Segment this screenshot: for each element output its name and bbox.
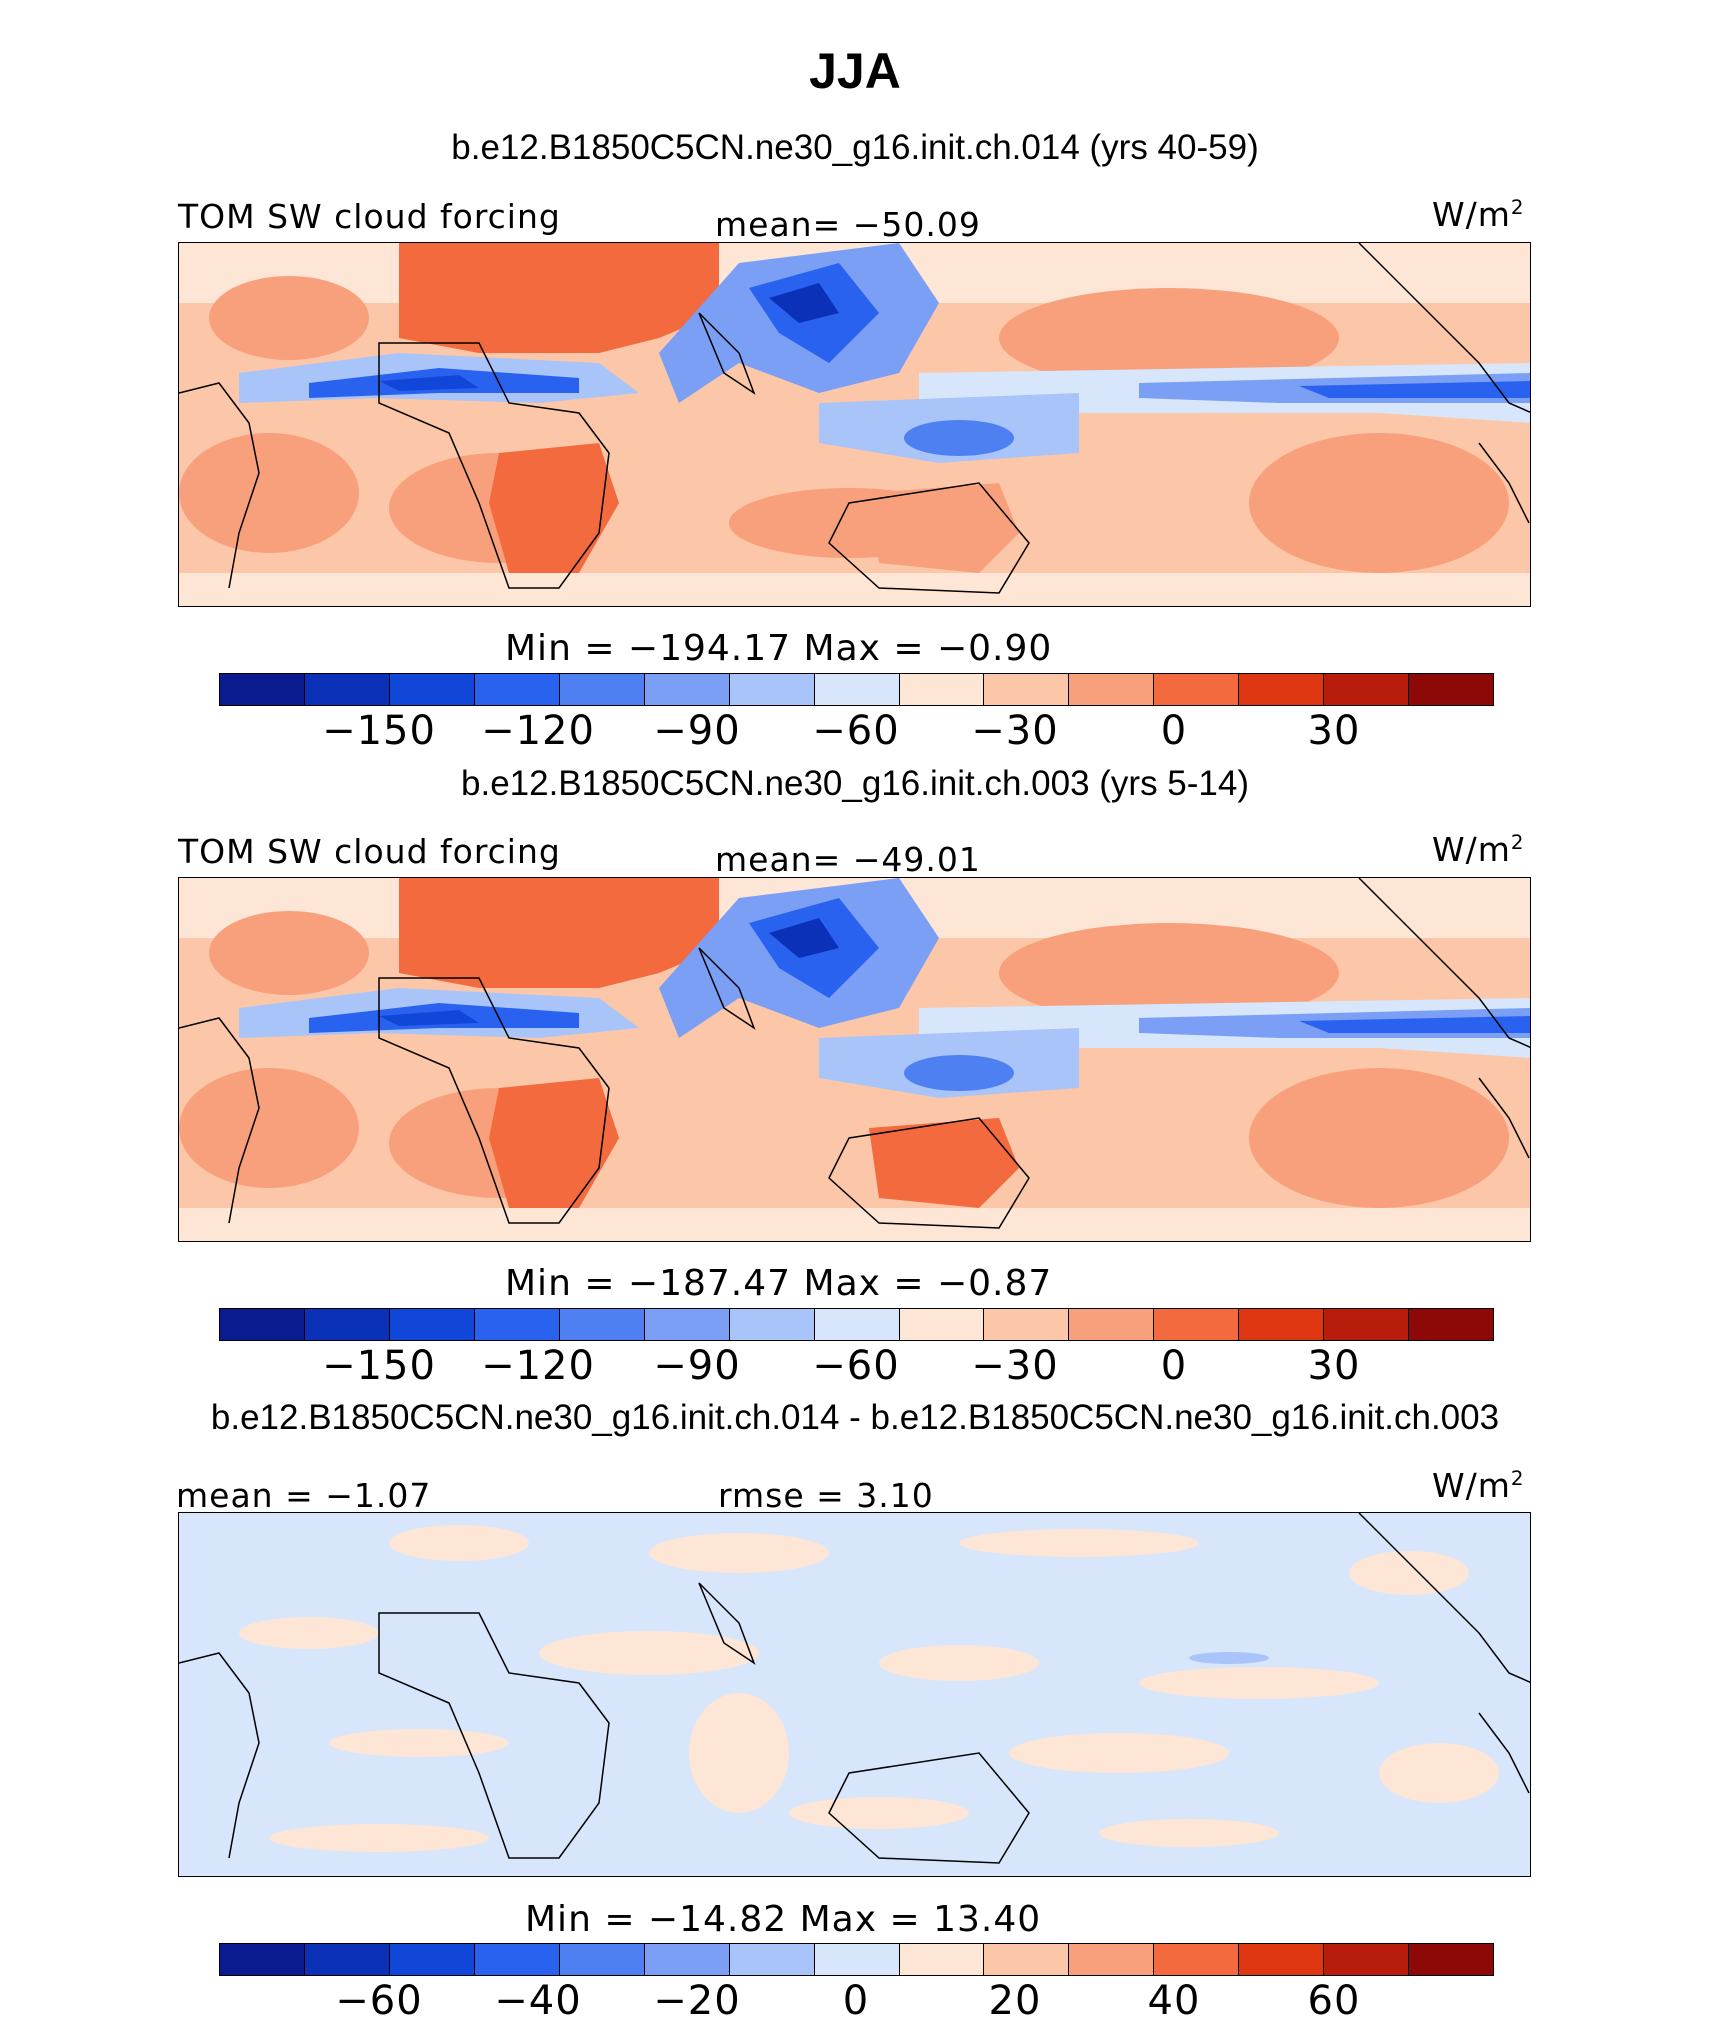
panel-3-minmax: Min = −14.82 Max = 13.40: [525, 1899, 1042, 1940]
colorbar-box: [984, 1944, 1070, 1975]
panel-1-title: b.e12.B1850C5CN.ne30_g16.init.ch.014 (yr…: [451, 128, 1259, 167]
colorbar-box: [304, 1944, 390, 1975]
colorbar-box: [729, 674, 815, 705]
colorbar-box: [984, 674, 1070, 705]
colorbar-box: [1324, 674, 1410, 705]
colorbar-tick-label: −90: [653, 708, 741, 754]
colorbar-box: [1154, 674, 1240, 705]
colorbar-tick-label: −150: [322, 708, 436, 754]
panel-3-rmse-label: rmse = 3.10: [718, 1476, 934, 1515]
colorbar-box: [1409, 674, 1494, 705]
panel-3-mean-label: mean = −1.07: [176, 1476, 432, 1515]
colorbar-box: [644, 1309, 730, 1340]
colorbar-box: [389, 1944, 475, 1975]
colorbar-tick-label: 30: [1307, 708, 1361, 754]
colorbar-tick-label: 0: [842, 1978, 870, 2024]
colorbar-box: [984, 1309, 1070, 1340]
colorbar-box: [899, 1944, 985, 1975]
colorbar-tick-label: −30: [971, 1343, 1059, 1389]
panel-1-map: [178, 242, 1531, 607]
panel-1-variable-label: TOM SW cloud forcing: [178, 197, 561, 236]
colorbar-box: [1324, 1309, 1410, 1340]
colorbar-tick-label: −120: [481, 1343, 595, 1389]
panel-1-colorbar: [219, 673, 1494, 706]
colorbar-box: [1154, 1944, 1240, 1975]
colorbar-tick-label: −60: [812, 708, 900, 754]
colorbar-box: [304, 1309, 390, 1340]
colorbar-tick-label: −150: [322, 1343, 436, 1389]
colorbar-tick-label: 20: [988, 1978, 1042, 2024]
colorbar-tick-label: 0: [1160, 708, 1188, 754]
colorbar-box: [1324, 1944, 1410, 1975]
colorbar-tick-label: −90: [653, 1343, 741, 1389]
panel-1-minmax: Min = −194.17 Max = −0.90: [505, 628, 1053, 669]
colorbar-box: [1239, 674, 1325, 705]
colorbar-box: [559, 1309, 645, 1340]
colorbar-tick-label: −20: [653, 1978, 741, 2024]
colorbar-box: [1069, 1309, 1155, 1340]
colorbar-box: [389, 674, 475, 705]
panel-2-units: W/m2: [1432, 830, 1525, 869]
colorbar-box: [814, 1309, 900, 1340]
colorbar-box: [1409, 1944, 1494, 1975]
figure-title: JJA: [809, 43, 901, 99]
panel-3-title: b.e12.B1850C5CN.ne30_g16.init.ch.014 - b…: [210, 1398, 1500, 1437]
colorbar-box: [474, 674, 560, 705]
colorbar-box: [899, 1309, 985, 1340]
colorbar-tick-label: 0: [1160, 1343, 1188, 1389]
colorbar-box: [559, 1944, 645, 1975]
colorbar-box: [559, 674, 645, 705]
panel-2-map: [178, 877, 1531, 1242]
panel-2-variable-label: TOM SW cloud forcing: [178, 832, 561, 871]
colorbar-box: [220, 1944, 305, 1975]
colorbar-box: [729, 1309, 815, 1340]
colorbar-box: [899, 674, 985, 705]
colorbar-box: [474, 1944, 560, 1975]
panel-3-colorbar: [219, 1943, 1494, 1976]
panel-3-units: W/m2: [1432, 1466, 1525, 1505]
colorbar-box: [644, 1944, 730, 1975]
colorbar-box: [1239, 1309, 1325, 1340]
colorbar-box: [220, 674, 305, 705]
colorbar-tick-label: −30: [971, 708, 1059, 754]
colorbar-tick-label: 30: [1307, 1343, 1361, 1389]
panel-1-mean-label: mean= −50.09: [715, 205, 981, 244]
colorbar-tick-label: −120: [481, 708, 595, 754]
colorbar-box: [814, 1944, 900, 1975]
colorbar-tick-label: −60: [812, 1343, 900, 1389]
colorbar-box: [474, 1309, 560, 1340]
panel-2-mean-label: mean= −49.01: [715, 840, 981, 879]
colorbar-box: [729, 1944, 815, 1975]
panel-2-colorbar: [219, 1308, 1494, 1341]
colorbar-box: [1239, 1944, 1325, 1975]
colorbar-tick-label: 60: [1307, 1978, 1361, 2024]
panel-2-title: b.e12.B1850C5CN.ne30_g16.init.ch.003 (yr…: [461, 764, 1249, 803]
colorbar-tick-label: −60: [335, 1978, 423, 2024]
colorbar-box: [1069, 674, 1155, 705]
colorbar-tick-label: −40: [494, 1978, 582, 2024]
colorbar-box: [389, 1309, 475, 1340]
colorbar-box: [814, 674, 900, 705]
panel-1-units: W/m2: [1432, 195, 1525, 234]
panel-3-map: [178, 1512, 1531, 1877]
colorbar-box: [1154, 1309, 1240, 1340]
colorbar-box: [644, 674, 730, 705]
panel-2-minmax: Min = −187.47 Max = −0.87: [505, 1263, 1053, 1304]
colorbar-box: [1069, 1944, 1155, 1975]
colorbar-box: [304, 674, 390, 705]
colorbar-box: [220, 1309, 305, 1340]
colorbar-box: [1409, 1309, 1494, 1340]
colorbar-tick-label: 40: [1147, 1978, 1201, 2024]
